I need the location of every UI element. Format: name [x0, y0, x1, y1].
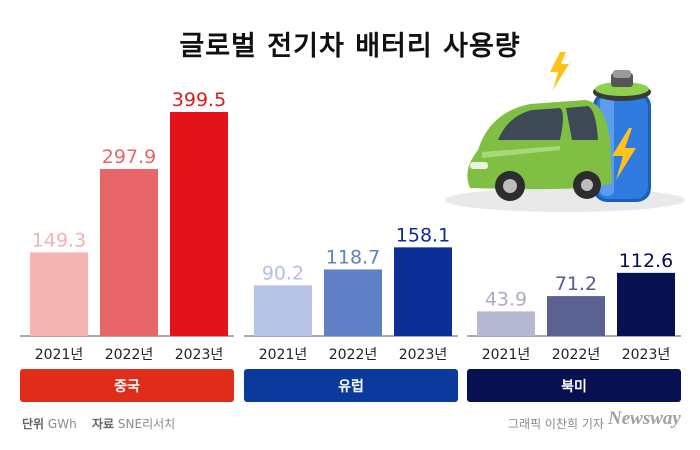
source-value: SNE리서치	[117, 417, 176, 431]
category-label: 2023년	[622, 347, 671, 363]
bar	[394, 247, 452, 336]
value-label: 112.6	[619, 250, 673, 272]
ev-illustration	[445, 52, 685, 212]
unit-label: 단위	[22, 417, 45, 431]
bar	[170, 112, 228, 336]
region-banner	[244, 369, 458, 402]
bar	[547, 296, 605, 336]
battery-icon	[593, 70, 651, 202]
category-label: 2023년	[175, 347, 224, 363]
category-label: 2022년	[552, 347, 601, 363]
region-banner	[467, 369, 681, 402]
value-label: 297.9	[102, 146, 156, 168]
source-label: 자료	[91, 417, 115, 431]
category-label: 2022년	[329, 347, 378, 363]
lightning-icon	[550, 52, 569, 90]
value-label: 71.2	[555, 273, 597, 295]
region-banner	[20, 369, 234, 402]
bar	[477, 311, 535, 336]
value-label: 43.9	[485, 288, 527, 310]
region-label: 유럽	[338, 379, 364, 395]
region-label: 중국	[114, 379, 140, 395]
footer-source: 단위 GWh 자료 SNE리서치	[22, 415, 175, 432]
unit-value: GWh	[47, 417, 77, 431]
category-label: 2021년	[482, 347, 531, 363]
chart-title: 글로벌 전기차 배터리 사용량	[179, 31, 521, 62]
graphic-credit: 그래픽 이찬희 기자	[508, 417, 604, 431]
value-label: 118.7	[326, 246, 380, 268]
newsway-logo: Newsway	[608, 408, 681, 429]
value-label: 90.2	[262, 262, 304, 284]
region-label: 북미	[561, 379, 587, 395]
value-label: 399.5	[172, 89, 226, 111]
bar	[100, 168, 158, 336]
value-label: 149.3	[32, 229, 86, 251]
category-label: 2021년	[35, 347, 84, 363]
bar	[617, 272, 675, 336]
bar	[324, 269, 382, 336]
category-label: 2021년	[259, 347, 308, 363]
value-label: 158.1	[396, 224, 450, 246]
bar	[254, 285, 312, 336]
bar	[30, 252, 88, 336]
category-label: 2022년	[105, 347, 154, 363]
category-label: 2023년	[399, 347, 448, 363]
electric-car-icon	[467, 100, 612, 201]
